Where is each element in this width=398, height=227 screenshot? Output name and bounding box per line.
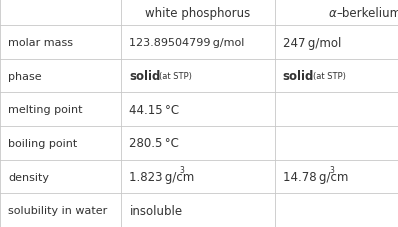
Text: 247 g/mol: 247 g/mol	[283, 36, 341, 49]
Text: (at STP): (at STP)	[159, 72, 192, 81]
Text: solid: solid	[129, 70, 161, 83]
Text: 280.5 °C: 280.5 °C	[129, 137, 179, 150]
Text: 123.89504799 g/mol: 123.89504799 g/mol	[129, 38, 245, 48]
Text: 1.823 g/cm: 1.823 g/cm	[129, 170, 195, 183]
Text: melting point: melting point	[8, 105, 82, 115]
Text: boiling point: boiling point	[8, 138, 77, 148]
Text: –berkelium: –berkelium	[336, 7, 398, 20]
Text: solid: solid	[283, 70, 314, 83]
Text: molar mass: molar mass	[8, 38, 73, 48]
Text: 14.78 g/cm: 14.78 g/cm	[283, 170, 348, 183]
Text: density: density	[8, 172, 49, 182]
Text: white phosphorus: white phosphorus	[145, 7, 251, 20]
Text: phase: phase	[8, 71, 42, 81]
Text: 44.15 °C: 44.15 °C	[129, 103, 179, 116]
Text: α: α	[329, 7, 336, 20]
Text: 3: 3	[330, 165, 334, 174]
Text: solubility in water: solubility in water	[8, 205, 107, 215]
Text: 3: 3	[179, 165, 184, 174]
Text: (at STP): (at STP)	[312, 72, 345, 81]
Text: insoluble: insoluble	[129, 204, 183, 217]
